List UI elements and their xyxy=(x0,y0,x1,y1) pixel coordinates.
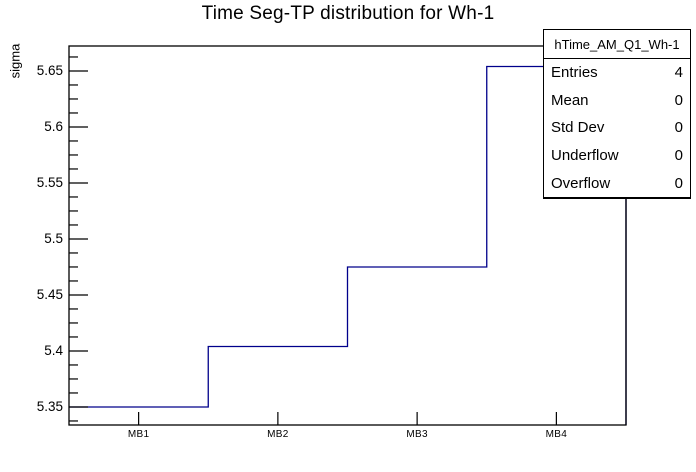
stats-row: Mean 0 xyxy=(544,87,690,115)
plot-frame xyxy=(68,45,627,426)
y-tick-label: 5.45 xyxy=(36,286,63,302)
x-tick-label: MB1 xyxy=(127,429,150,440)
y-tick-label: 5.55 xyxy=(36,174,63,190)
stats-row-label: Std Dev xyxy=(551,119,605,137)
y-tick-label: 5.4 xyxy=(44,342,63,358)
stats-row-value: 0 xyxy=(674,147,683,165)
y-tick-label: 5.65 xyxy=(36,62,63,78)
x-tick-label: MB4 xyxy=(545,429,568,440)
stats-box: hTime_AM_Q1_Wh-1 Entries 4 Mean 0 Std De… xyxy=(543,29,691,199)
x-tick-label: MB2 xyxy=(267,429,289,440)
y-tick-label: 5.6 xyxy=(44,118,63,134)
y-tick-label: 5.5 xyxy=(44,230,63,246)
stats-row-label: Overflow xyxy=(551,174,611,192)
stats-box-title: hTime_AM_Q1_Wh-1 xyxy=(544,30,690,59)
stats-row-value: 4 xyxy=(674,64,683,82)
stats-row-label: Mean xyxy=(551,91,589,109)
stats-row-label: Underflow xyxy=(551,147,619,165)
stats-row-label: Entries xyxy=(551,64,598,82)
x-tick-label: MB3 xyxy=(406,429,428,440)
stats-row: Underflow 0 xyxy=(544,142,690,170)
stats-row-value: 0 xyxy=(674,119,683,137)
stats-row-value: 0 xyxy=(674,174,683,192)
chart-title: Time Seg-TP distribution for Wh-1 xyxy=(201,3,495,24)
stats-row: Overflow 0 xyxy=(544,169,690,197)
stats-row: Entries 4 xyxy=(544,59,690,87)
stats-row-value: 0 xyxy=(674,91,683,109)
stats-row: Std Dev 0 xyxy=(544,114,690,142)
y-tick-label: 5.35 xyxy=(36,398,63,414)
